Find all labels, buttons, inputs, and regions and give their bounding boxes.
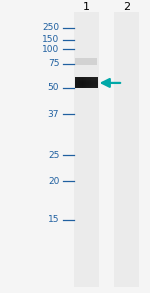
Bar [75, 77, 76, 88]
Bar [91, 77, 92, 88]
Bar [96, 77, 97, 88]
Bar [114, 12, 139, 287]
Bar [85, 77, 86, 88]
Bar [87, 77, 88, 88]
Bar [84, 77, 85, 88]
Text: 150: 150 [42, 35, 59, 44]
Bar [76, 77, 77, 88]
Text: 75: 75 [48, 59, 59, 68]
Bar [74, 12, 99, 287]
Bar [78, 77, 79, 88]
Text: 2: 2 [123, 2, 130, 12]
Text: 25: 25 [48, 151, 59, 160]
Bar [82, 77, 83, 88]
Bar [75, 87, 98, 88]
Bar [79, 77, 80, 88]
Bar [94, 77, 96, 88]
Text: 37: 37 [48, 110, 59, 119]
Bar [75, 85, 98, 86]
Text: 50: 50 [48, 84, 59, 92]
Bar [75, 58, 97, 65]
Bar [75, 83, 98, 84]
Bar [92, 77, 93, 88]
Text: 100: 100 [42, 45, 59, 54]
Bar [80, 77, 82, 88]
Bar [83, 77, 84, 88]
Bar [75, 82, 98, 83]
Bar [97, 77, 98, 88]
Text: 15: 15 [48, 215, 59, 224]
Bar [75, 84, 98, 85]
Text: 1: 1 [83, 2, 90, 12]
Bar [90, 77, 91, 88]
Bar [88, 77, 90, 88]
Bar [75, 80, 98, 81]
Bar [77, 77, 78, 88]
Text: 250: 250 [42, 23, 59, 32]
Bar [75, 86, 98, 87]
Bar [93, 77, 94, 88]
Bar [75, 79, 98, 80]
Text: 20: 20 [48, 177, 59, 185]
Bar [86, 77, 87, 88]
Bar [75, 77, 98, 79]
Bar [75, 81, 98, 82]
